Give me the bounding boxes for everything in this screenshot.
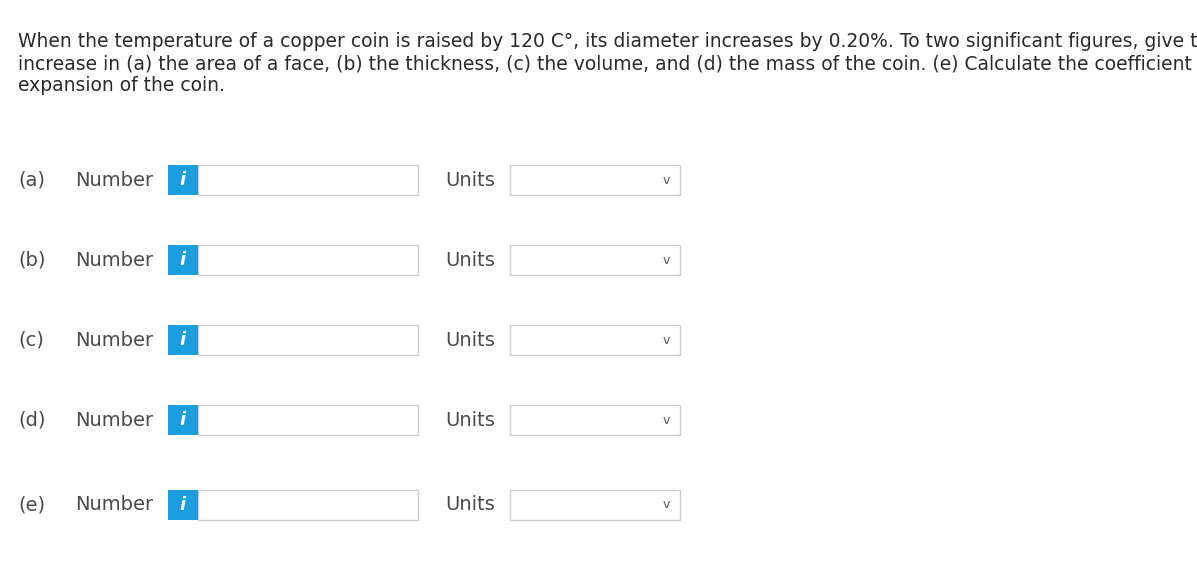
FancyBboxPatch shape [510, 325, 680, 355]
Text: v: v [662, 174, 669, 186]
FancyBboxPatch shape [198, 490, 418, 520]
Text: (d): (d) [18, 411, 45, 430]
Text: Number: Number [75, 170, 153, 189]
FancyBboxPatch shape [168, 325, 198, 355]
Text: v: v [662, 499, 669, 511]
Text: (b): (b) [18, 251, 45, 269]
Text: i: i [180, 331, 186, 349]
FancyBboxPatch shape [198, 405, 418, 435]
FancyBboxPatch shape [168, 405, 198, 435]
Text: When the temperature of a copper coin is raised by 120 C°, its diameter increase: When the temperature of a copper coin is… [18, 32, 1197, 51]
Text: increase in (a) the area of a face, (b) the thickness, (c) the volume, and (d) t: increase in (a) the area of a face, (b) … [18, 54, 1197, 73]
FancyBboxPatch shape [168, 165, 198, 195]
FancyBboxPatch shape [510, 405, 680, 435]
Text: Units: Units [445, 496, 494, 515]
Text: Units: Units [445, 251, 494, 269]
Text: Units: Units [445, 170, 494, 189]
Text: Number: Number [75, 331, 153, 350]
Text: i: i [180, 171, 186, 189]
Text: (c): (c) [18, 331, 44, 350]
FancyBboxPatch shape [510, 245, 680, 275]
FancyBboxPatch shape [198, 245, 418, 275]
FancyBboxPatch shape [198, 165, 418, 195]
Text: Units: Units [445, 331, 494, 350]
FancyBboxPatch shape [510, 490, 680, 520]
Text: i: i [180, 411, 186, 429]
FancyBboxPatch shape [168, 245, 198, 275]
Text: (e): (e) [18, 496, 45, 515]
FancyBboxPatch shape [510, 165, 680, 195]
Text: Number: Number [75, 496, 153, 515]
Text: i: i [180, 496, 186, 514]
FancyBboxPatch shape [168, 490, 198, 520]
Text: expansion of the coin.: expansion of the coin. [18, 76, 225, 95]
FancyBboxPatch shape [198, 325, 418, 355]
Text: Number: Number [75, 411, 153, 430]
Text: v: v [662, 413, 669, 427]
Text: v: v [662, 254, 669, 266]
Text: v: v [662, 334, 669, 346]
Text: Number: Number [75, 251, 153, 269]
Text: i: i [180, 251, 186, 269]
Text: Units: Units [445, 411, 494, 430]
Text: (a): (a) [18, 170, 45, 189]
